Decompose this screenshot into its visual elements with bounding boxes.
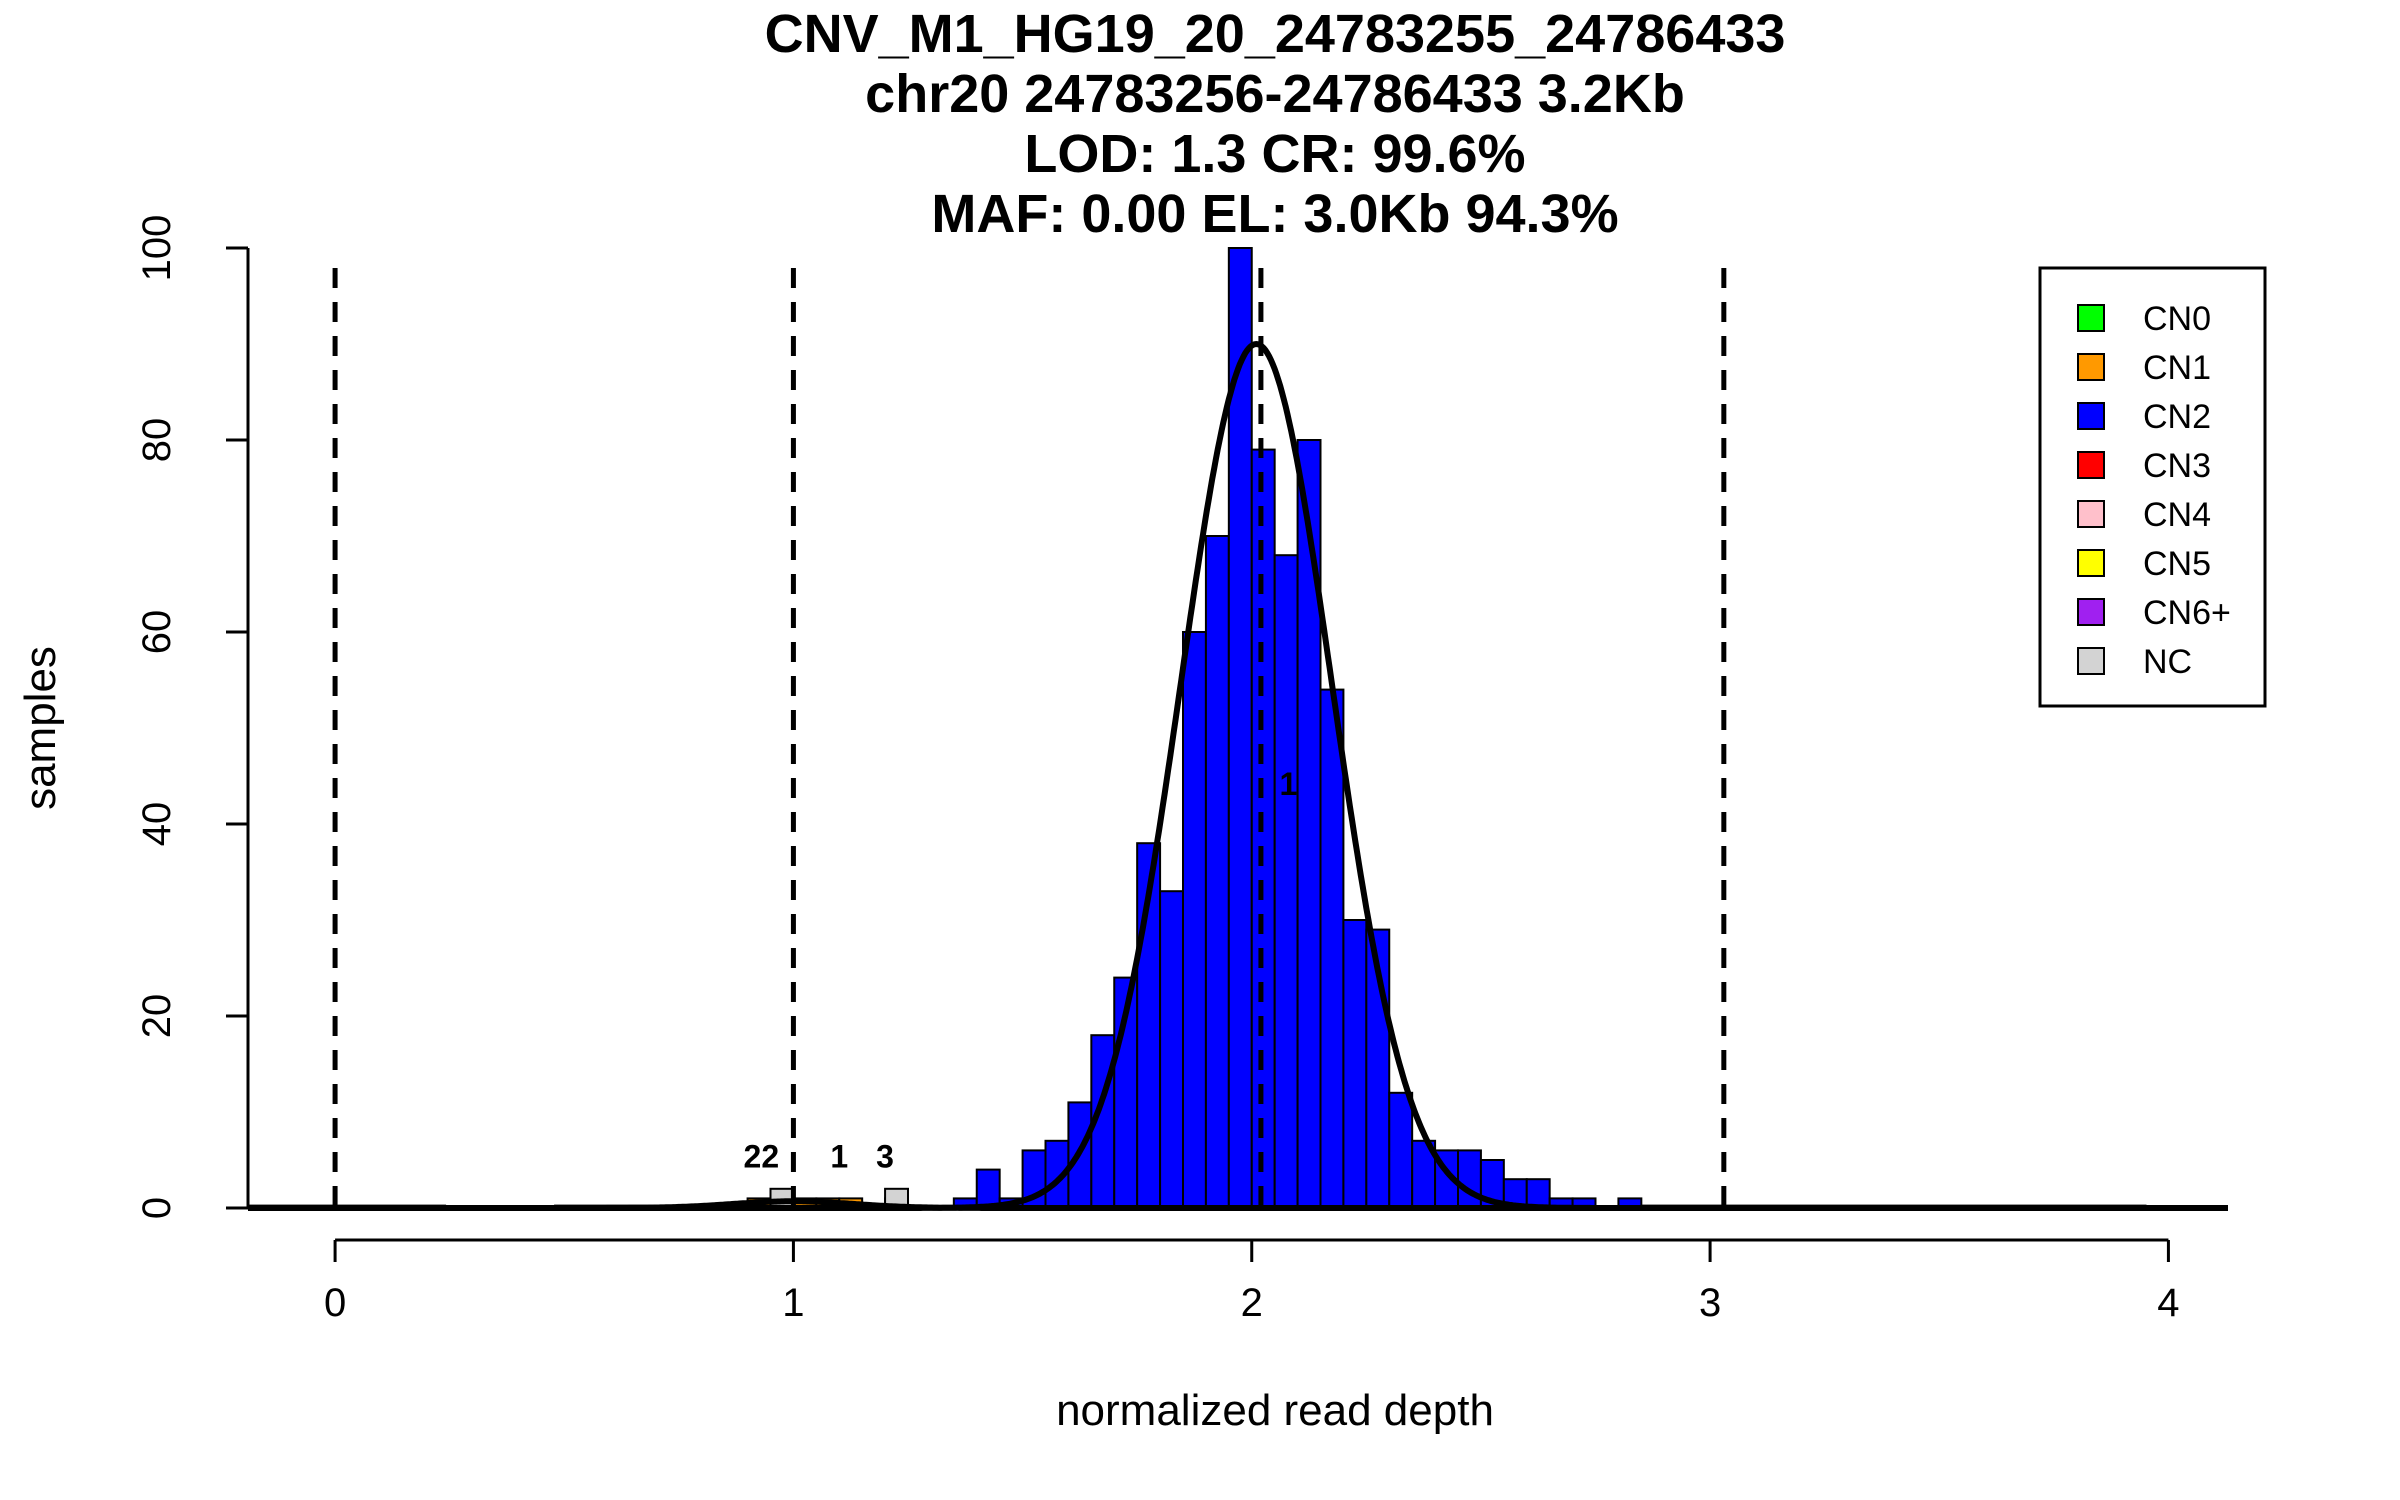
y-tick-label-100: 100 <box>135 215 179 282</box>
legend: CN0 CN1 CN2 CN3 CN4 CN5 CN6+ NC <box>2038 266 2267 708</box>
histogram-bars <box>247 247 2147 1210</box>
legend-label-cn6plus: CN6+ <box>2143 594 2231 632</box>
x-axis-label: normalized read depth <box>1056 1386 1494 1435</box>
legend-label-cn1: CN1 <box>2143 349 2211 387</box>
title-line-1: CNV_M1_HG19_20_24783255_24786433 <box>765 4 1786 64</box>
annotation-2: 3 <box>876 1139 894 1175</box>
legend-label-nc: NC <box>2143 643 2192 681</box>
y-tick-label-0: 0 <box>135 1197 179 1219</box>
bar-cn2-1.90 <box>1204 535 1230 1209</box>
x-tick-label-2: 2 <box>1241 1281 1263 1325</box>
bar-cn2-2.05 <box>1273 554 1299 1209</box>
legend-box <box>2038 266 2267 708</box>
y-tick-label-60: 60 <box>135 610 179 655</box>
bar-cn2-2.20 <box>1342 919 1368 1209</box>
x-tick-label-4: 4 <box>2157 1281 2179 1325</box>
cn-boundary-lines <box>332 268 1727 1208</box>
legend-label-cn4: CN4 <box>2143 496 2211 534</box>
legend-swatch-cn3 <box>2077 451 2105 479</box>
legend-swatch-cn6plus <box>2077 598 2105 626</box>
title-line-3: LOD: 1.3 CR: 99.6% <box>1024 124 1525 184</box>
legend-label-cn2: CN2 <box>2143 398 2211 436</box>
bar-cn2-2.60 <box>1525 1178 1551 1209</box>
bar-cn2-2.45 <box>1457 1149 1482 1210</box>
x-tick-label-1: 1 <box>782 1281 804 1325</box>
bar-cn2-1.80 <box>1159 890 1185 1209</box>
title-line-2: chr20 24783256-24786433 3.2Kb <box>865 64 1685 124</box>
count-annotations: 22 1 31 <box>744 766 1298 1174</box>
legend-swatch-cn2 <box>2077 402 2105 430</box>
legend-swatch-cn5 <box>2077 549 2105 577</box>
y-axis-label: samples <box>16 646 65 810</box>
title-line-4: MAF: 0.00 EL: 3.0Kb 94.3% <box>931 184 1618 244</box>
bar-cn2-1.40 <box>975 1168 1001 1209</box>
annotation-0: 22 <box>744 1139 780 1175</box>
legend-swatch-cn1 <box>2077 353 2105 381</box>
y-tick-label-20: 20 <box>135 994 179 1039</box>
bar-cn2-2.10 <box>1296 439 1322 1209</box>
legend-swatch-cn4 <box>2077 500 2105 528</box>
bar-cn2-1.85 <box>1182 631 1207 1209</box>
legend-swatch-nc <box>2077 647 2105 675</box>
bar-cn2-2.30 <box>1388 1091 1414 1210</box>
x-tick-label-0: 0 <box>324 1281 346 1325</box>
legend-label-cn0: CN0 <box>2143 300 2211 338</box>
y-tick-label-40: 40 <box>135 802 179 847</box>
legend-swatch-cn0 <box>2077 304 2105 332</box>
legend-label-cn3: CN3 <box>2143 447 2211 485</box>
annotation-3: 1 <box>1280 766 1298 802</box>
legend-label-cn5: CN5 <box>2143 545 2211 583</box>
x-tick-label-3: 3 <box>1699 1281 1721 1325</box>
bar-cn2-2.15 <box>1319 688 1345 1209</box>
y-tick-label-80: 80 <box>135 418 179 463</box>
annotation-1: 1 <box>830 1139 848 1175</box>
